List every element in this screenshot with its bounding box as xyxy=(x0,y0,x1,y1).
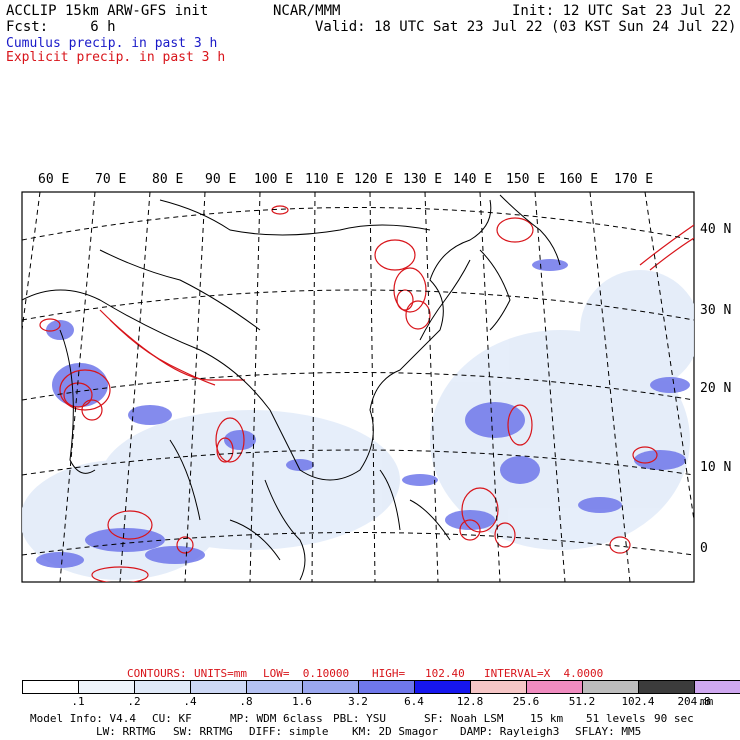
colorbar-swatch xyxy=(191,681,247,693)
lat-label-40n: 40 N xyxy=(700,222,732,237)
forecast-hour: Fcst: 6 h xyxy=(6,19,116,35)
contours-high: HIGH= 102.40 xyxy=(372,667,465,680)
lat-label-30n: 30 N xyxy=(700,303,732,318)
colorbar-tick-label: .4 xyxy=(183,695,197,708)
diff-scheme: DIFF: simple xyxy=(249,725,329,738)
colorbar-tick-label: 102.4 xyxy=(621,695,655,708)
timestep: 90 sec xyxy=(654,712,694,725)
colorbar-swatch xyxy=(79,681,135,693)
colorbar-swatch xyxy=(471,681,527,693)
sflay-scheme: SFLAY: MM5 xyxy=(575,725,642,738)
colorbar-swatch xyxy=(247,681,303,693)
title: ACCLIP 15km ARW-GFS init xyxy=(6,3,209,19)
colorbar-swatch xyxy=(583,681,639,693)
colorbar-units: mm xyxy=(700,695,714,708)
lat-label-10n: 10 N xyxy=(700,460,732,475)
colorbar-tick-label: 25.6 xyxy=(512,695,540,708)
institution: NCAR/MMM xyxy=(273,3,341,19)
mp-scheme: MP: WDM 6class xyxy=(230,712,323,725)
lon-label-120e: 120 E xyxy=(354,172,394,187)
contours-low: LOW= 0.10000 xyxy=(263,667,350,680)
colorbar xyxy=(22,680,740,694)
lat-label-0: 0 xyxy=(700,541,708,556)
lon-label-140e: 140 E xyxy=(453,172,493,187)
colorbar-swatch xyxy=(695,681,740,693)
colorbar-swatch xyxy=(639,681,695,693)
cu-scheme: CU: KF xyxy=(152,712,192,725)
valid-time: Valid: 18 UTC Sat 23 Jul 22 (03 KST Sun … xyxy=(315,19,737,35)
graticule xyxy=(22,192,694,582)
levels: 51 levels xyxy=(586,712,646,725)
model-info: Model Info: V4.4 xyxy=(30,712,136,725)
lon-label-90e: 90 E xyxy=(205,172,237,187)
light-precip-field xyxy=(22,270,694,580)
colorbar-tick-label: .2 xyxy=(127,695,141,708)
lon-label-110e: 110 E xyxy=(305,172,345,187)
contours-units: UNITS=mm xyxy=(194,667,247,680)
colorbar-swatch xyxy=(303,681,359,693)
lon-label-100e: 100 E xyxy=(254,172,294,187)
colorbar-tick-label: 1.6 xyxy=(292,695,312,708)
sf-scheme: SF: Noah LSM xyxy=(424,712,504,725)
damp-scheme: DAMP: Rayleigh3 xyxy=(460,725,560,738)
colorbar-tick-label: .8 xyxy=(239,695,253,708)
lon-label-150e: 150 E xyxy=(506,172,546,187)
colorbar-swatch xyxy=(415,681,471,693)
colorbar-tick-label: 51.2 xyxy=(568,695,596,708)
sw-scheme: SW: RRTMG xyxy=(173,725,233,738)
colorbar-tick-label: 12.8 xyxy=(456,695,484,708)
coastlines xyxy=(22,194,561,581)
lw-scheme: LW: RRTMG xyxy=(96,725,156,738)
legend-cumulus: Cumulus precip. in past 3 h xyxy=(6,36,218,51)
contours-interval: INTERVAL=X 4.0000 xyxy=(484,667,604,680)
legend-explicit: Explicit precip. in past 3 h xyxy=(6,50,226,65)
km-scheme: KM: 2D Smagor xyxy=(352,725,439,738)
colorbar-tick-label: 3.2 xyxy=(348,695,368,708)
explicit-precip xyxy=(39,205,694,582)
lon-label-70e: 70 E xyxy=(95,172,127,187)
init-time: Init: 12 UTC Sat 23 Jul 22 xyxy=(512,3,732,19)
lat-label-20n: 20 N xyxy=(700,381,732,396)
colorbar-swatch xyxy=(135,681,191,693)
colorbar-swatch xyxy=(359,681,415,693)
lon-label-60e: 60 E xyxy=(38,172,70,187)
lon-label-130e: 130 E xyxy=(403,172,443,187)
lon-label-160e: 160 E xyxy=(559,172,599,187)
colorbar-tick-label: 204.8 xyxy=(677,695,711,708)
contours-label: CONTOURS: xyxy=(127,667,187,680)
resolution: 15 km xyxy=(530,712,564,725)
lon-label-170e: 170 E xyxy=(614,172,654,187)
colorbar-tick-label: 6.4 xyxy=(404,695,424,708)
pbl-scheme: PBL: YSU xyxy=(333,712,386,725)
colorbar-swatch xyxy=(23,681,79,693)
lon-label-80e: 80 E xyxy=(152,172,184,187)
colorbar-tick-label: .1 xyxy=(71,695,85,708)
colorbar-swatch xyxy=(527,681,583,693)
